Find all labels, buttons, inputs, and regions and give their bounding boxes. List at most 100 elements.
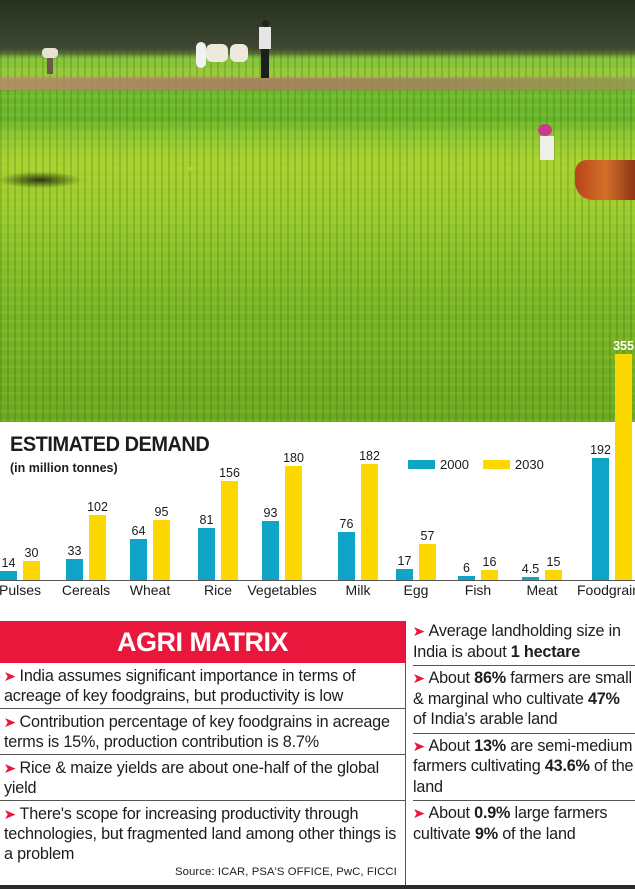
value-label: 57 bbox=[420, 529, 435, 543]
category-label: Foodgrains bbox=[576, 582, 635, 598]
category-label: Rice bbox=[203, 582, 233, 598]
value-label: 81 bbox=[199, 513, 214, 527]
woman-farmer bbox=[536, 124, 556, 162]
category-label: Egg bbox=[403, 582, 429, 598]
fact-highlight: 9% bbox=[474, 824, 498, 843]
fact-highlight: 43.6% bbox=[544, 757, 590, 775]
source-note: Source: ICAR, PSA'S OFFICE, PwC, FICCI bbox=[175, 866, 397, 878]
dirt-path bbox=[0, 78, 635, 90]
chart-title: ESTIMATED DEMAND bbox=[10, 433, 210, 456]
bar-egg-2000 bbox=[396, 569, 413, 580]
value-label: 17 bbox=[397, 554, 412, 568]
legend-label-2000: 2000 bbox=[440, 457, 469, 472]
fact-highlight: 13% bbox=[474, 736, 506, 755]
category-label: Wheat bbox=[129, 582, 171, 598]
bar-rice-2000 bbox=[198, 528, 215, 580]
fact-text: are semi-medium farmers cultivating bbox=[413, 736, 633, 776]
category-label: Pulses bbox=[0, 582, 42, 598]
field-photo bbox=[0, 0, 635, 422]
agri-matrix-title: AGRI MATRIX bbox=[0, 621, 405, 663]
landholding-facts: ➤ Average landholding size in India is ab… bbox=[412, 619, 635, 847]
value-label: 95 bbox=[154, 505, 169, 519]
fact-text: About bbox=[428, 804, 475, 822]
value-label: 14 bbox=[1, 556, 16, 570]
woman-farmer-sari bbox=[575, 160, 635, 220]
tree-line bbox=[0, 0, 635, 55]
fact-text: large farmers cultivate bbox=[413, 804, 608, 843]
bar-meat-2000 bbox=[522, 577, 539, 580]
arrow-bullet-icon: ➤ bbox=[3, 806, 17, 822]
bar-rice-2030 bbox=[221, 481, 238, 580]
value-label: 182 bbox=[359, 449, 380, 463]
fact-text: of the land bbox=[413, 757, 634, 796]
arrow-bullet-icon: ➤ bbox=[3, 760, 17, 776]
matrix-item: ➤ Contribution percentage of key foodgrai… bbox=[0, 709, 405, 755]
fact-highlight: 0.9% bbox=[474, 804, 511, 822]
fact-item: ➤ About 0.9% large farmers cultivate 9% o… bbox=[412, 801, 635, 847]
category-label: Milk bbox=[345, 582, 371, 598]
bar-wheat-2000 bbox=[130, 539, 147, 580]
value-label: 15 bbox=[546, 555, 561, 569]
fact-text: About bbox=[428, 669, 475, 687]
arrow-bullet-icon: ➤ bbox=[3, 668, 17, 684]
arrow-bullet-icon: ➤ bbox=[412, 670, 426, 686]
bar-pulses-2030 bbox=[23, 561, 40, 580]
arrow-bullet-icon: ➤ bbox=[3, 714, 17, 730]
value-label: 4.5 bbox=[521, 562, 540, 576]
bar-cereals-2030 bbox=[89, 515, 106, 580]
bar-vegetables-2030 bbox=[285, 466, 302, 580]
matrix-item-text: India assumes significant importance in … bbox=[4, 667, 356, 705]
fact-item: ➤ About 86% farmers are small & marginal … bbox=[412, 666, 635, 734]
arrow-bullet-icon: ➤ bbox=[412, 805, 426, 821]
fact-text: About bbox=[428, 736, 475, 755]
value-label: 76 bbox=[339, 517, 354, 531]
agri-matrix-panel: AGRI MATRIX ➤ India assumes significant i… bbox=[0, 621, 406, 886]
arrow-bullet-icon: ➤ bbox=[412, 623, 426, 639]
value-label: 180 bbox=[283, 451, 304, 465]
bar-fish-2030 bbox=[481, 570, 498, 580]
fact-item: ➤ Average landholding size in India is ab… bbox=[412, 619, 635, 666]
value-label: 156 bbox=[219, 466, 240, 480]
value-label: 33 bbox=[67, 544, 82, 558]
category-label: Meat bbox=[526, 582, 558, 598]
fact-text: Average landholding size in India is abo… bbox=[413, 622, 621, 661]
value-label: 64 bbox=[131, 524, 146, 538]
farmer-standing bbox=[258, 20, 272, 80]
value-label: 30 bbox=[24, 546, 39, 560]
fact-item: ➤ About 13% are semi-medium farmers culti… bbox=[412, 734, 635, 801]
matrix-item-text: There's scope for increasing productivit… bbox=[4, 805, 397, 863]
chart-legend: 2000 2030 bbox=[408, 457, 552, 472]
bar-meat-2030 bbox=[545, 570, 562, 580]
fact-highlight: 1 hectare bbox=[510, 642, 581, 661]
bottom-rule bbox=[0, 885, 635, 889]
bar-vegetables-2000 bbox=[262, 521, 279, 580]
bullocks bbox=[196, 40, 256, 70]
matrix-item-text: Contribution percentage of key foodgrain… bbox=[4, 713, 390, 751]
bar-wheat-2030 bbox=[153, 520, 170, 580]
bar-egg-2030 bbox=[419, 544, 436, 580]
value-label: 102 bbox=[87, 500, 108, 514]
matrix-item: ➤ Rice & maize yields are about one-half … bbox=[0, 755, 405, 801]
arrow-bullet-icon: ➤ bbox=[412, 737, 426, 754]
matrix-item: ➤ India assumes significant importance in… bbox=[0, 663, 405, 709]
fact-highlight: 86% bbox=[474, 669, 506, 687]
fact-text: of the land bbox=[497, 824, 576, 843]
chart-subtitle: (in million tonnes) bbox=[10, 461, 118, 475]
value-label: 355 bbox=[613, 339, 634, 353]
fact-text: farmers are small & marginal who cultiva… bbox=[413, 669, 632, 708]
value-label: 6 bbox=[463, 561, 470, 575]
value-label: 16 bbox=[482, 555, 497, 569]
bar-fish-2000 bbox=[458, 576, 475, 580]
value-label: 192 bbox=[590, 443, 611, 457]
bar-foodgrains-2030 bbox=[615, 354, 632, 580]
farmer-bending bbox=[42, 48, 62, 76]
x-axis bbox=[0, 580, 635, 581]
fact-highlight: 47% bbox=[587, 689, 620, 708]
bar-cereals-2000 bbox=[66, 559, 83, 580]
category-label: Vegetables bbox=[247, 582, 317, 598]
legend-item-2000: 2000 bbox=[408, 457, 469, 472]
value-label: 93 bbox=[263, 506, 278, 520]
matrix-item-text: Rice & maize yields are about one-half o… bbox=[4, 759, 379, 797]
fact-text: of India's arable land bbox=[413, 710, 558, 728]
matrix-item: ➤ There's scope for increasing productivi… bbox=[0, 801, 405, 866]
